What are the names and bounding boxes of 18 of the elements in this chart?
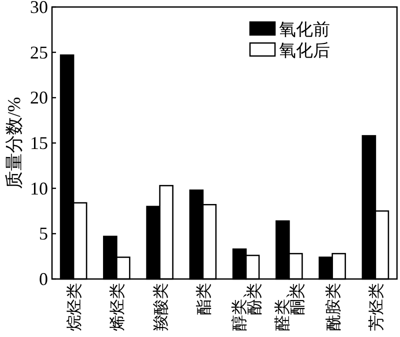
x-tick-label: 醛类、酮类 bbox=[274, 283, 307, 331]
y-axis-title: 质量分数/% bbox=[4, 97, 24, 189]
legend-label: 氧化前 bbox=[279, 20, 330, 39]
y-tick-label: 25 bbox=[30, 42, 48, 62]
x-tick-label: 酰胺类 bbox=[324, 283, 342, 331]
x-tick-label: 羧酸类 bbox=[152, 283, 170, 331]
y-tick-label: 20 bbox=[30, 88, 48, 108]
x-tick-label: 醇类、酚类 bbox=[230, 283, 264, 331]
y-tick-label: 15 bbox=[30, 133, 48, 153]
y-tick-label: 10 bbox=[30, 178, 48, 198]
legend-label: 氧化后 bbox=[279, 41, 330, 60]
y-tick-label: 0 bbox=[39, 269, 48, 289]
y-tick-label: 5 bbox=[39, 224, 48, 244]
y-tick-label: 30 bbox=[30, 0, 48, 17]
x-tick-label: 烯烃类 bbox=[108, 283, 127, 331]
x-tick-label: 芳烃类 bbox=[367, 283, 386, 331]
x-tick-label: 烷烃类 bbox=[66, 283, 84, 331]
x-tick-label: 酯类 bbox=[194, 283, 213, 315]
